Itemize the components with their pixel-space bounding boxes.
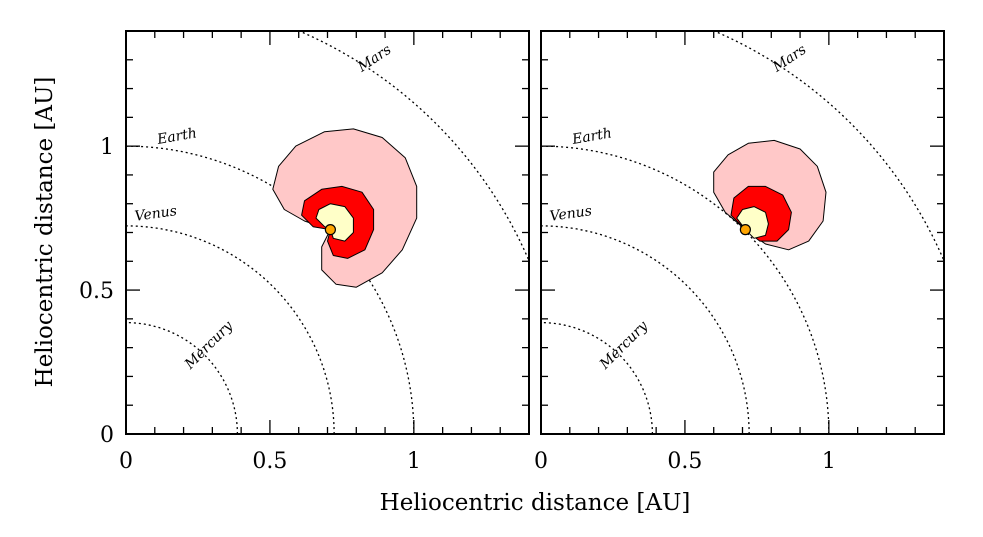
orbit-label-venus: Venus: [134, 203, 178, 225]
x-axis-title: Heliocentric distance [AU]: [380, 490, 691, 516]
panel-plot-area: Mercury Venus Earth Mars: [541, 31, 944, 434]
orbit-venus: [126, 225, 335, 434]
orbit-label-earth: Earth: [570, 125, 613, 148]
panel-2: Mercury Venus Earth Mars: [540, 30, 945, 435]
orbit-label-venus: Venus: [549, 203, 593, 225]
body-marker: [739, 224, 751, 236]
body-marker: [324, 224, 336, 236]
zone-inner: [315, 203, 354, 242]
x-tick-label: 0.5: [252, 449, 287, 474]
orbit-label-mercury: Mercury: [596, 317, 652, 373]
orbit-mercury: [126, 321, 239, 434]
x-tick-label: 0: [119, 449, 133, 474]
orbit-label-mars: Mars: [769, 42, 809, 76]
x-tick-label: 1: [822, 449, 836, 474]
x-tick-label: 0: [534, 449, 548, 474]
y-axis-title: Heliocentric distance [AU]: [32, 77, 58, 388]
panels: Mercury Venus Earth Mars Mercury Venus Earth Ma…: [125, 30, 945, 435]
y-tick-label: 0.5: [79, 279, 114, 304]
orbit-venus: [541, 225, 750, 434]
zone-inner: [736, 206, 769, 239]
y-tick-labels: 00.51: [79, 135, 114, 448]
orbit-label-mercury: Mercury: [181, 317, 237, 373]
orbit-label-mars: Mars: [354, 42, 394, 76]
y-tick-label: 1: [100, 135, 114, 160]
panel-plot-area: Mercury Venus Earth Mars: [126, 31, 529, 434]
x-tick-labels: 0 0.5 1 0 0.5 1: [119, 449, 836, 474]
panel-1: Mercury Venus Earth Mars: [125, 30, 530, 435]
orbit-mercury: [541, 321, 654, 434]
x-tick-label: 1: [407, 449, 421, 474]
x-tick-label: 0.5: [667, 449, 702, 474]
orbit-label-earth: Earth: [155, 125, 198, 148]
y-tick-label: 0: [100, 423, 114, 448]
